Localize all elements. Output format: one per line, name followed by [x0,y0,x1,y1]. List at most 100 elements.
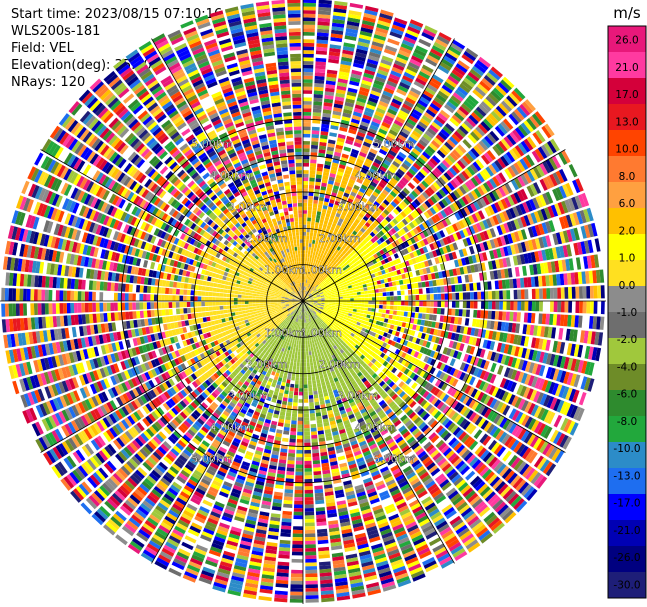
range-gate [303,130,311,134]
range-gate [387,77,399,85]
range-gate [418,139,428,148]
range-gate [311,221,315,226]
range-gate [311,126,320,131]
range-gate [339,296,343,299]
range-gate [495,213,503,224]
range-gate [517,124,529,137]
range-gate [333,279,338,283]
range-gate [353,262,358,267]
range-gate [384,268,390,274]
range-gate [513,108,525,121]
range-gate [312,286,315,291]
range-gate [352,221,358,227]
range-gate [352,111,362,118]
range-gate [378,214,385,221]
range-gate [455,292,460,300]
range-gate [365,317,370,322]
range-gate [387,132,397,140]
range-gate [316,32,329,37]
range-gate [366,200,373,207]
range-gate [390,276,396,282]
range-gate [482,195,491,206]
range-gate [316,46,328,52]
range-gate [303,0,317,4]
range-gate [410,165,419,173]
range-gate [375,226,381,233]
range-gate [366,187,374,194]
range-gate [367,100,377,107]
range-gate [402,103,413,112]
range-gate [369,168,377,175]
range-gate [317,287,321,291]
range-gate [470,111,482,123]
range-gate [321,208,327,213]
range-gate [339,304,343,307]
range-gate [308,265,311,269]
range-gate [335,275,340,279]
range-gate [337,133,346,140]
range-gate [321,298,325,300]
range-gate [335,299,340,301]
range-gate [455,63,468,74]
range-gate [332,265,337,270]
range-gate [304,442,311,447]
range-gate [316,256,320,261]
range-gate [408,295,413,301]
range-gate [322,238,326,244]
range-gate [337,81,348,88]
range-gate [423,211,431,219]
range-gate [461,196,469,205]
range-gate [350,271,355,276]
range-gate [304,508,314,512]
range-gate [312,262,315,267]
range-gate [348,257,354,262]
range-gate [397,290,401,296]
range-gate [303,57,314,62]
range-gate [383,139,393,146]
range-gate [316,419,323,424]
range-gate [582,286,587,299]
range-gate [333,185,340,190]
range-gate [425,219,432,228]
range-gate [488,113,499,125]
range-gate [336,89,346,95]
range-gate [360,184,368,191]
range-gate [290,577,303,581]
range-gate [541,125,552,139]
range-gate [406,278,411,284]
range-gate [335,302,340,305]
range-gate [527,213,534,225]
range-gate [498,140,508,152]
range-gate [306,261,309,265]
range-gate [296,449,303,454]
range-gate [344,247,349,252]
range-gate [454,259,460,268]
range-gate [317,296,321,298]
range-gate [464,194,473,204]
range-gate [326,209,332,215]
range-gate [338,266,343,271]
range-gate [303,148,310,153]
range-gate [426,307,431,314]
range-gate [342,296,347,299]
range-gate [558,216,566,230]
range-gate [348,262,353,267]
range-gate [290,427,297,432]
range-gate [355,161,363,168]
range-gate [339,186,345,192]
range-gate [425,228,432,236]
range-gate [429,307,434,314]
range-gate [521,301,525,311]
range-gate [320,270,325,275]
range-gate [475,106,487,117]
range-gate [517,175,526,187]
range-gate [362,206,369,213]
range-gate [458,125,469,135]
range-gate [311,431,318,436]
range-gate [351,274,356,279]
range-gate [415,159,424,168]
range-gate [336,286,341,290]
range-gate [492,249,499,259]
range-gate [303,235,306,240]
range-gate [411,130,422,139]
